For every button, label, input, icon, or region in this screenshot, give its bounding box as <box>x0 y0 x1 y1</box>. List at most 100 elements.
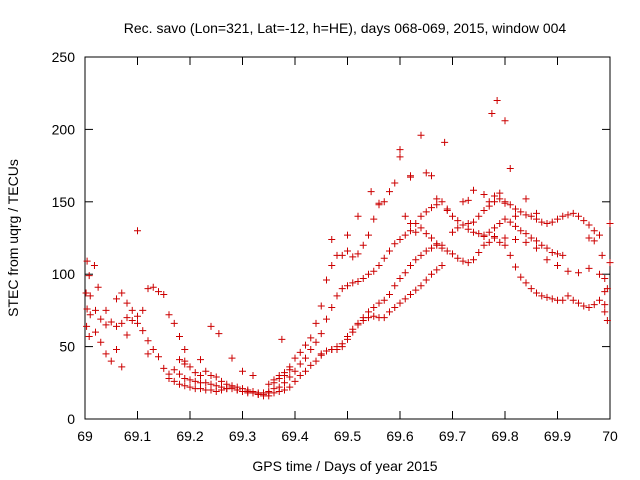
data-point <box>176 380 183 388</box>
data-point <box>181 382 189 390</box>
data-point <box>459 198 467 206</box>
data-point <box>83 322 91 330</box>
data-point <box>97 315 105 323</box>
data-point <box>475 230 483 238</box>
x-tick-label: 69.3 <box>229 428 256 444</box>
data-point <box>281 386 288 394</box>
data-point <box>354 212 362 220</box>
data-point <box>417 282 425 290</box>
data-point <box>328 235 336 243</box>
data-point <box>422 169 430 177</box>
data-point <box>506 251 514 259</box>
data-point <box>512 212 519 220</box>
data-point <box>454 224 462 232</box>
data-point <box>312 357 320 365</box>
data-point <box>349 279 357 287</box>
data-point <box>522 279 530 287</box>
data-point <box>449 250 456 258</box>
data-point <box>601 275 609 283</box>
data-point <box>401 295 409 303</box>
data-point <box>202 379 210 387</box>
data-point <box>233 386 241 394</box>
data-point <box>323 276 330 284</box>
data-point <box>107 357 115 365</box>
data-point <box>438 198 446 206</box>
data-point <box>554 250 561 258</box>
data-point <box>391 179 399 187</box>
data-point <box>488 109 496 117</box>
data-point <box>548 295 556 303</box>
data-point <box>391 282 399 290</box>
data-point <box>454 217 462 225</box>
data-point <box>548 248 556 256</box>
y-tick-label: 150 <box>52 194 76 210</box>
data-point <box>349 325 357 333</box>
data-point <box>496 238 504 246</box>
data-point <box>559 296 567 304</box>
data-point <box>464 220 472 228</box>
data-point <box>302 341 309 349</box>
data-point <box>522 230 530 238</box>
y-tick-label: 100 <box>52 266 76 282</box>
data-point <box>170 377 178 385</box>
data-point <box>338 285 346 293</box>
data-point <box>370 304 378 312</box>
data-point <box>191 369 199 377</box>
data-point <box>601 301 609 309</box>
data-point <box>464 259 472 267</box>
data-point <box>296 372 304 380</box>
data-point <box>344 231 351 239</box>
data-point <box>512 235 519 243</box>
data-point <box>470 218 477 226</box>
data-point <box>349 253 357 261</box>
data-point <box>386 308 393 316</box>
data-point <box>354 277 362 285</box>
data-point <box>428 270 435 278</box>
data-point <box>543 293 551 301</box>
data-point <box>113 295 120 303</box>
data-point <box>212 373 220 381</box>
data-point <box>281 379 288 387</box>
data-point <box>396 146 404 154</box>
data-point <box>107 318 115 326</box>
x-axis: 69 69.1 69.2 69.3 69.4 69.5 69.6 69.7 69.8 69.9 70 <box>77 57 618 444</box>
data-point <box>83 305 91 313</box>
data-point <box>470 186 477 194</box>
data-point <box>359 317 367 325</box>
data-point <box>512 205 519 213</box>
data-point <box>412 286 420 294</box>
data-point <box>506 218 514 226</box>
data-point <box>485 228 493 236</box>
data-point <box>596 270 603 278</box>
data-point <box>144 350 152 358</box>
data-point <box>181 374 189 382</box>
data-points <box>82 96 614 400</box>
data-point <box>412 228 420 236</box>
data-point <box>480 206 488 214</box>
data-point <box>338 340 346 348</box>
data-point <box>176 332 183 340</box>
data-point <box>286 383 294 391</box>
data-point <box>118 319 126 327</box>
data-point <box>493 96 501 104</box>
chart-title: Rec. savo (Lon=321, Lat=-12, h=HE), days… <box>124 20 567 36</box>
data-point <box>228 354 236 362</box>
data-point <box>249 389 257 397</box>
data-point <box>275 383 283 391</box>
data-point <box>380 314 388 322</box>
y-tick-label: 200 <box>52 121 76 137</box>
data-point <box>375 199 383 207</box>
data-point <box>380 296 388 304</box>
data-point <box>307 334 315 342</box>
data-point <box>176 356 183 364</box>
data-point <box>396 299 404 307</box>
data-point <box>281 369 288 377</box>
data-point <box>333 292 341 300</box>
data-point <box>564 267 572 275</box>
data-point <box>443 247 451 255</box>
data-point <box>428 204 435 212</box>
data-point <box>370 267 378 275</box>
data-point <box>134 312 141 320</box>
data-point <box>207 386 215 394</box>
data-point <box>407 227 414 235</box>
